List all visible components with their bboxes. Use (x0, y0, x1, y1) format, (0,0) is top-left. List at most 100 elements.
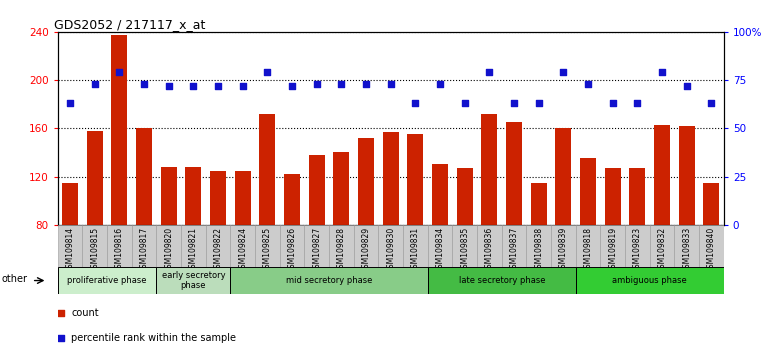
Bar (654, 125, 670, 225)
Text: ambiguous phase: ambiguous phase (612, 276, 687, 285)
Text: GSM109829: GSM109829 (362, 227, 370, 273)
Bar (576, 225, 601, 267)
Bar (502, 225, 527, 267)
Point (434, 81, 447, 87)
Bar (428, 267, 576, 294)
Bar (428, 225, 453, 267)
Bar (477, 225, 502, 267)
Bar (112, 35, 128, 225)
Bar (403, 225, 428, 267)
Point (310, 81, 323, 87)
Point (335, 81, 347, 87)
Bar (527, 225, 551, 267)
Bar (601, 225, 625, 267)
Text: GSM109816: GSM109816 (115, 227, 124, 273)
Bar (235, 171, 251, 225)
Text: GSM109832: GSM109832 (658, 227, 667, 273)
Text: GSM109826: GSM109826 (288, 227, 296, 273)
Bar (650, 225, 675, 267)
Text: GSM109818: GSM109818 (584, 227, 593, 273)
Text: GDS2052 / 217117_x_at: GDS2052 / 217117_x_at (55, 18, 206, 31)
Text: GSM109831: GSM109831 (411, 227, 420, 273)
Point (410, 101, 422, 106)
Point (459, 101, 471, 106)
Text: GSM109834: GSM109834 (436, 227, 444, 273)
Bar (309, 155, 325, 225)
Text: GSM109814: GSM109814 (65, 227, 75, 273)
Point (187, 83, 199, 89)
Bar (679, 126, 695, 225)
Point (138, 81, 150, 87)
Bar (255, 225, 280, 267)
Point (557, 69, 570, 75)
Bar (136, 128, 152, 225)
Bar (210, 171, 226, 225)
Point (113, 69, 126, 75)
Point (64, 101, 76, 106)
Bar (481, 114, 497, 225)
Bar (358, 138, 374, 225)
Bar (186, 167, 202, 225)
Bar (181, 225, 206, 267)
Bar (58, 225, 82, 267)
Text: GSM109824: GSM109824 (238, 227, 247, 273)
Text: count: count (71, 308, 99, 318)
Point (656, 69, 668, 75)
Text: GSM109835: GSM109835 (460, 227, 469, 273)
Point (508, 101, 521, 106)
Bar (457, 168, 473, 225)
Bar (329, 225, 353, 267)
Bar (551, 225, 576, 267)
Text: GSM109823: GSM109823 (633, 227, 642, 273)
Bar (604, 168, 621, 225)
Point (261, 69, 273, 75)
Bar (156, 225, 181, 267)
Text: GSM109830: GSM109830 (387, 227, 395, 273)
Bar (699, 225, 724, 267)
Bar (333, 153, 350, 225)
Point (533, 101, 545, 106)
Text: GSM109817: GSM109817 (139, 227, 149, 273)
Point (89, 81, 101, 87)
Text: mid secretory phase: mid secretory phase (286, 276, 372, 285)
Point (607, 101, 619, 106)
Bar (580, 159, 596, 225)
Text: GSM109833: GSM109833 (682, 227, 691, 273)
Text: GSM109837: GSM109837 (510, 227, 519, 273)
Text: GSM109840: GSM109840 (707, 227, 716, 273)
Bar (87, 131, 102, 225)
Point (681, 83, 693, 89)
Text: GSM109839: GSM109839 (559, 227, 568, 273)
Point (384, 81, 397, 87)
Bar (132, 225, 156, 267)
Bar (280, 225, 304, 267)
Bar (383, 132, 399, 225)
Text: other: other (2, 274, 28, 284)
Bar (432, 165, 448, 225)
Bar (107, 225, 132, 267)
Bar (506, 122, 522, 225)
Bar (629, 168, 645, 225)
Bar (82, 225, 107, 267)
Text: GSM109825: GSM109825 (263, 227, 272, 273)
Text: proliferative phase: proliferative phase (67, 276, 147, 285)
Bar (156, 267, 230, 294)
Bar (304, 225, 329, 267)
Bar (230, 225, 255, 267)
Bar (206, 225, 230, 267)
Bar (259, 114, 276, 225)
Text: GSM109838: GSM109838 (534, 227, 544, 273)
Point (631, 101, 644, 106)
Point (705, 101, 718, 106)
Bar (453, 225, 477, 267)
Bar (353, 225, 378, 267)
Text: GSM109822: GSM109822 (213, 227, 223, 273)
Bar (407, 135, 424, 225)
Bar (62, 183, 78, 225)
Bar (555, 128, 571, 225)
Bar (531, 183, 547, 225)
Point (236, 83, 249, 89)
Point (360, 81, 372, 87)
Text: GSM109836: GSM109836 (485, 227, 494, 273)
Text: late secretory phase: late secretory phase (458, 276, 545, 285)
